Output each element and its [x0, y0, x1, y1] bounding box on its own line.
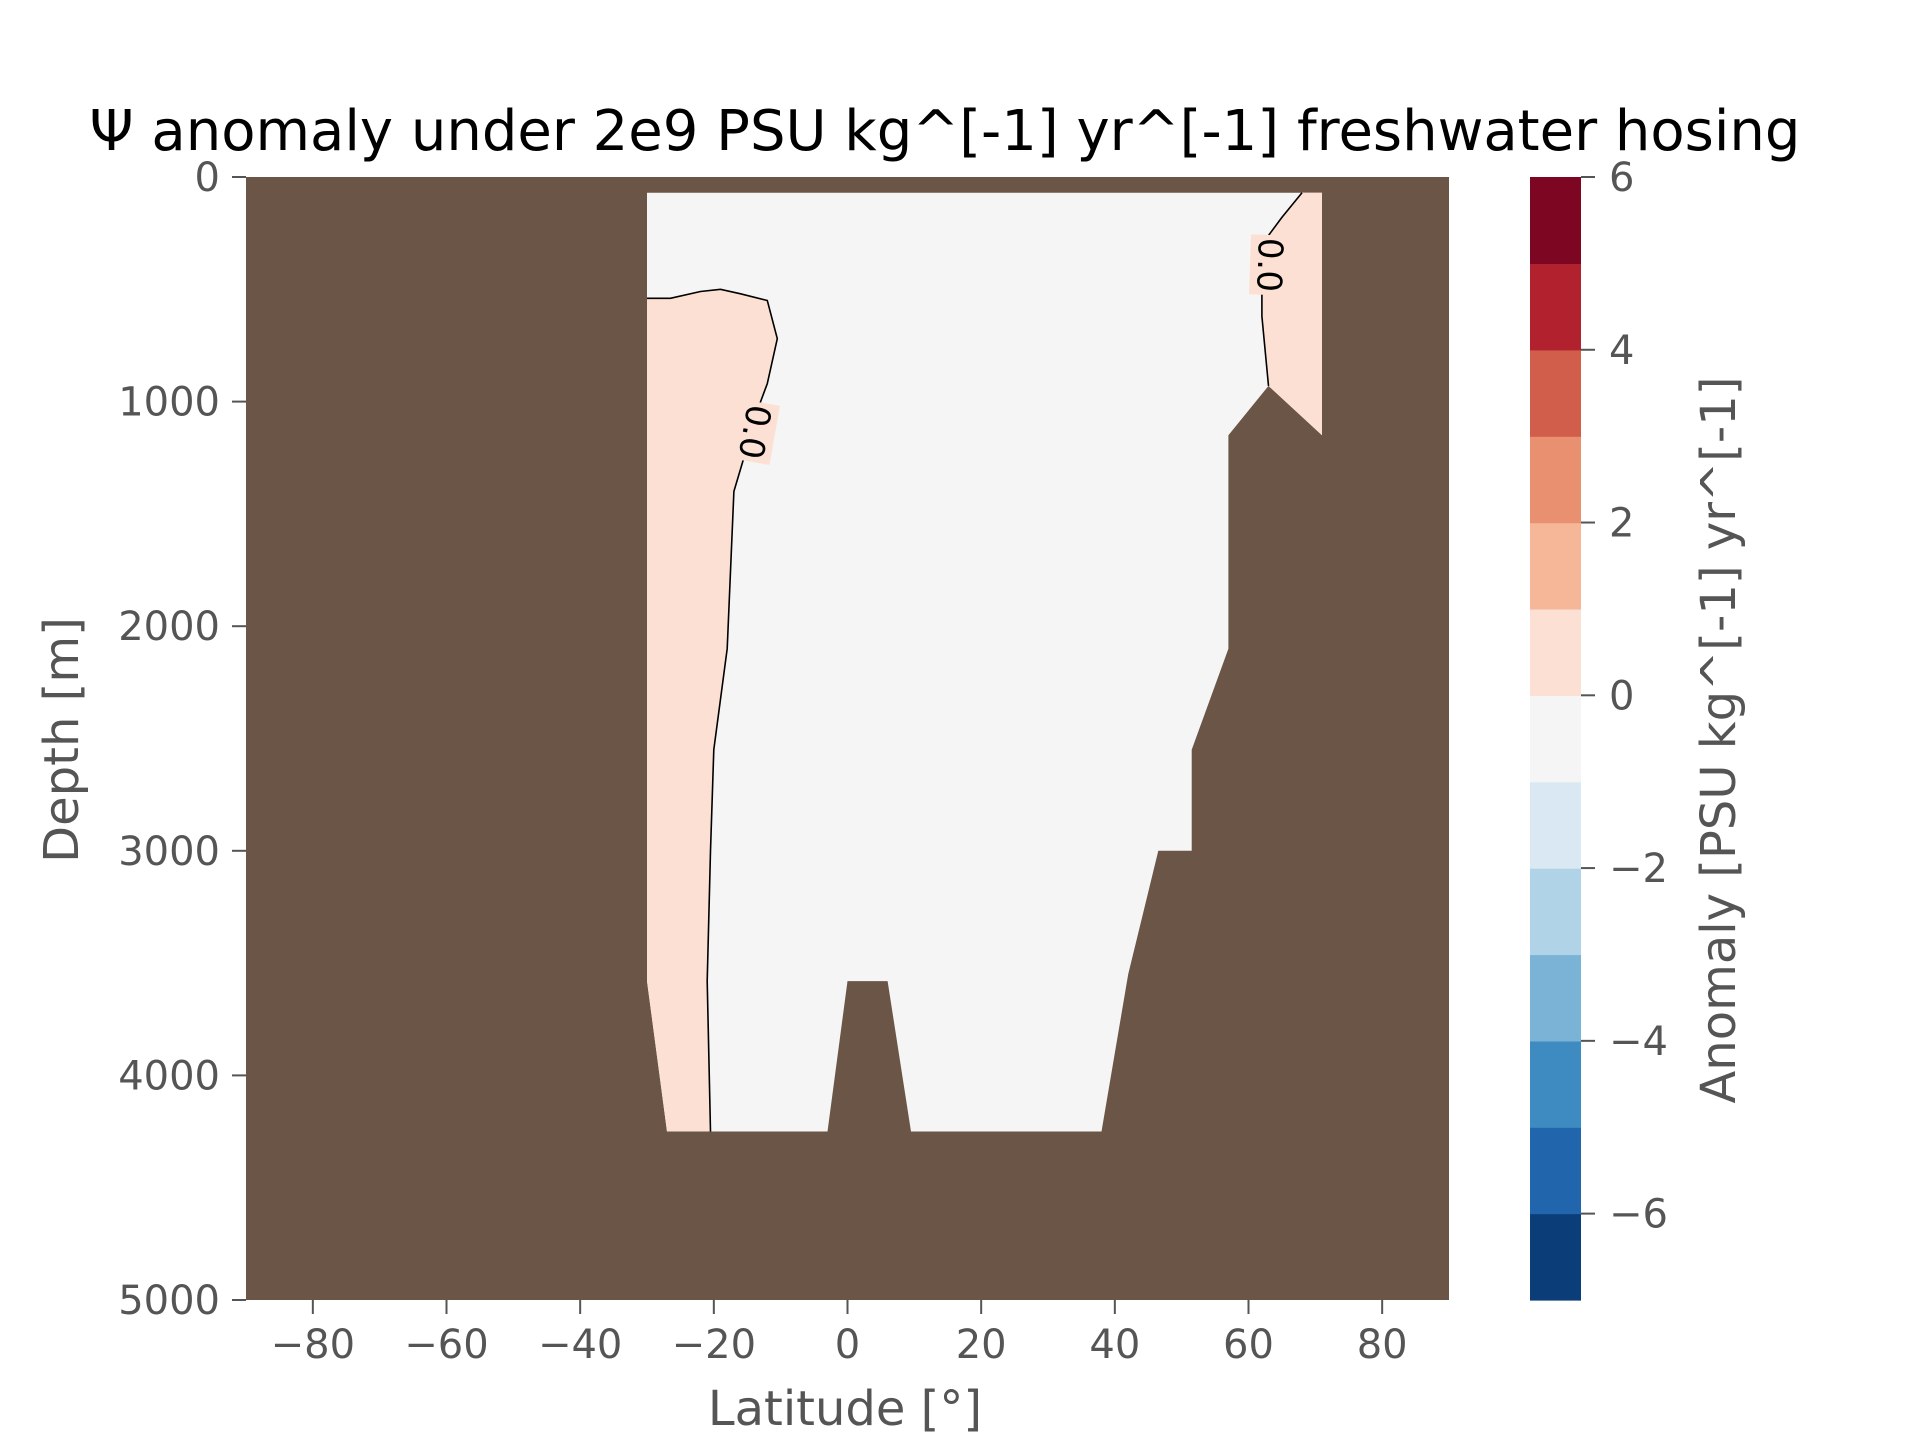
y-axis: 0 1000 2000 3000 4000 5000 — [118, 155, 246, 1324]
colorbar-label: Anomaly [PSU kg^[-1] yr^[-1] — [1691, 376, 1747, 1103]
y-tick-label: 1000 — [118, 380, 220, 426]
x-tick-label: −80 — [271, 1322, 355, 1368]
colorbar-tick-label: 6 — [1609, 155, 1634, 201]
x-tick-label: 20 — [956, 1322, 1007, 1368]
x-tick-label: 40 — [1089, 1322, 1140, 1368]
colorbar-segment — [1530, 349, 1581, 437]
x-axis-label: Latitude [°] — [708, 1381, 982, 1437]
colorbar-segment — [1530, 1040, 1581, 1128]
y-axis-label: Depth [m] — [34, 617, 90, 863]
colorbar-tick-label: −6 — [1609, 1192, 1668, 1238]
colorbar-segment — [1530, 608, 1581, 696]
y-tick-label: 5000 — [118, 1278, 220, 1324]
positive-anomaly-region-1 — [647, 289, 778, 1132]
colorbar-tick-label: −2 — [1609, 846, 1668, 892]
colorbar-segment — [1530, 868, 1581, 956]
y-tick-label: 3000 — [118, 829, 220, 875]
contour-label-2: 0.0 — [1248, 237, 1290, 292]
colorbar-segment — [1530, 522, 1581, 610]
x-tick-label: −60 — [404, 1322, 488, 1368]
x-tick-label: 0 — [835, 1322, 860, 1368]
x-axis: −80 −60 −40 −20 0 20 40 60 80 — [271, 1300, 1408, 1368]
chart-title: Ψ anomaly under 2e9 PSU kg^[-1] yr^[-1] … — [90, 99, 1801, 164]
y-tick-label: 0 — [195, 155, 220, 201]
colorbar-segment — [1530, 177, 1581, 264]
colorbar-tick-label: 2 — [1609, 501, 1634, 547]
contour-labels: 0.0 0.0 — [730, 234, 1292, 466]
contour-label-bg — [730, 398, 780, 466]
contour-label-1: 0.0 — [730, 402, 779, 462]
y-tick-label: 2000 — [118, 604, 220, 650]
colorbar-segment — [1530, 263, 1581, 351]
colorbar-tick-label: 4 — [1609, 328, 1634, 374]
contour-label-bg — [1248, 234, 1292, 296]
ocean-region — [647, 192, 1322, 1132]
plot-area: 0.0 0.0 — [246, 177, 1449, 1300]
colorbar-tick-label: 0 — [1609, 673, 1634, 719]
x-tick-label: 60 — [1223, 1322, 1274, 1368]
colorbar-segment — [1530, 781, 1581, 869]
contour-line-1 — [647, 288, 779, 1132]
colorbar-segment — [1530, 954, 1581, 1042]
colorbar-tick-label: −4 — [1609, 1019, 1668, 1065]
colorbar-segment — [1530, 436, 1581, 524]
x-tick-label: 80 — [1357, 1322, 1408, 1368]
colorbar-segment — [1530, 1127, 1581, 1215]
colorbar-segment — [1530, 695, 1581, 783]
colorbar: 6 4 2 0 −2 −4 −6 — [1530, 155, 1668, 1301]
y-tick-label: 4000 — [118, 1053, 220, 1099]
x-tick-label: −40 — [538, 1322, 622, 1368]
x-tick-label: −20 — [672, 1322, 756, 1368]
colorbar-segment — [1530, 1213, 1581, 1301]
